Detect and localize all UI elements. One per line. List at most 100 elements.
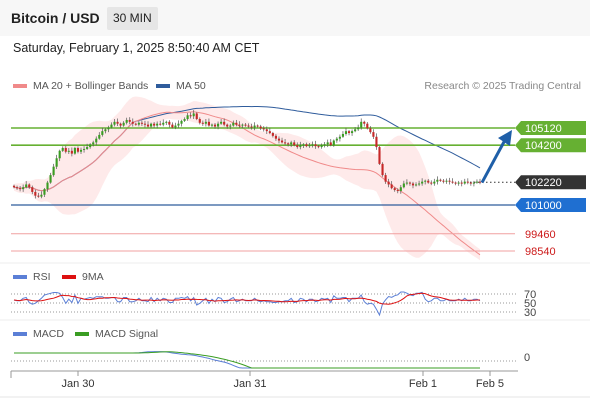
candle-body-89 bbox=[284, 142, 287, 144]
candle-body-132 bbox=[414, 184, 418, 186]
candle-body-79 bbox=[253, 125, 256, 128]
candle-body-151 bbox=[472, 182, 475, 184]
candle-body-19 bbox=[70, 150, 73, 154]
candle-body-47 bbox=[156, 123, 159, 126]
candle-body-113 bbox=[357, 127, 360, 130]
candle-body-4 bbox=[25, 184, 28, 188]
candle-body-49 bbox=[162, 122, 165, 125]
candle-body-7 bbox=[34, 191, 37, 196]
candle-body-63 bbox=[204, 121, 207, 124]
candle-body-95 bbox=[302, 144, 305, 146]
candle-body-140 bbox=[439, 179, 442, 181]
ma20-swatch bbox=[13, 84, 27, 88]
candle-body-72 bbox=[232, 122, 235, 126]
candle-body-37 bbox=[125, 119, 128, 123]
level-label-104200: 104200 bbox=[525, 140, 562, 152]
candle-body-83 bbox=[265, 129, 268, 132]
candle-body-144 bbox=[451, 181, 454, 183]
candle-body-112 bbox=[354, 129, 357, 132]
candle-body-111 bbox=[351, 131, 354, 134]
macd-signal-line bbox=[14, 351, 480, 369]
bollinger-bands bbox=[14, 96, 480, 261]
candle-body-105 bbox=[332, 140, 335, 146]
candle-body-124 bbox=[390, 184, 393, 189]
candle-body-93 bbox=[296, 145, 299, 148]
legend-macd: MACD bbox=[13, 328, 64, 340]
candle-body-42 bbox=[140, 122, 143, 124]
candle-body-70 bbox=[226, 124, 229, 127]
moving-averages bbox=[13, 106, 481, 256]
candle-body-117 bbox=[369, 128, 372, 133]
candle-body-108 bbox=[341, 133, 345, 137]
candle-body-16 bbox=[61, 148, 64, 151]
legend-ma20-label: MA 20 + Bollinger Bands bbox=[33, 80, 149, 92]
candles bbox=[12, 110, 482, 199]
bollinger-band-area bbox=[14, 96, 480, 261]
candle-body-43 bbox=[143, 123, 147, 125]
candle-body-26 bbox=[92, 142, 95, 145]
candle-body-68 bbox=[220, 121, 223, 124]
candle-body-44 bbox=[146, 124, 150, 127]
candle-body-65 bbox=[210, 124, 214, 126]
candle-body-99 bbox=[314, 144, 317, 147]
candle-body-91 bbox=[290, 142, 293, 145]
candle-body-69 bbox=[223, 121, 226, 125]
candle-body-8 bbox=[37, 195, 40, 197]
candle-body-116 bbox=[366, 123, 369, 129]
candle-body-110 bbox=[347, 131, 351, 134]
candle-body-29 bbox=[101, 131, 104, 135]
candle-body-82 bbox=[262, 128, 265, 130]
candle-body-104 bbox=[329, 142, 332, 146]
candle-body-119 bbox=[375, 136, 378, 148]
interval-button[interactable]: 30 MIN bbox=[107, 7, 158, 30]
candle-body-130 bbox=[408, 182, 412, 184]
candle-body-85 bbox=[271, 133, 274, 136]
candle-body-145 bbox=[454, 182, 457, 184]
candle-body-106 bbox=[335, 138, 338, 141]
candle-body-1 bbox=[15, 187, 19, 189]
candle-body-66 bbox=[213, 124, 217, 127]
rsi-tick-30: 30 bbox=[524, 307, 536, 319]
candle-body-53 bbox=[174, 125, 177, 128]
candle-body-58 bbox=[189, 115, 192, 117]
candle-body-18 bbox=[67, 150, 70, 152]
candle-body-23 bbox=[82, 148, 86, 150]
candle-body-61 bbox=[198, 119, 201, 123]
candle-body-38 bbox=[128, 119, 131, 122]
candle-body-48 bbox=[159, 123, 162, 125]
candle-body-32 bbox=[110, 124, 113, 128]
candle-body-94 bbox=[299, 145, 302, 148]
candle-body-56 bbox=[183, 119, 186, 121]
rsi-line bbox=[13, 291, 481, 317]
candle-body-20 bbox=[73, 148, 76, 154]
candle-body-120 bbox=[378, 147, 381, 164]
candle-body-74 bbox=[238, 124, 241, 126]
candle-body-118 bbox=[372, 132, 375, 137]
candle-body-52 bbox=[171, 124, 174, 128]
candle-body-136 bbox=[427, 180, 430, 183]
candle-body-57 bbox=[186, 115, 189, 120]
candle-body-148 bbox=[463, 181, 466, 184]
candle-body-17 bbox=[64, 148, 67, 152]
candle-body-62 bbox=[201, 122, 204, 124]
ma50-swatch bbox=[156, 84, 170, 88]
candle-body-39 bbox=[131, 121, 134, 124]
candle-body-35 bbox=[119, 123, 122, 126]
candle-body-98 bbox=[311, 144, 314, 146]
level-label-98540: 98540 bbox=[525, 246, 556, 258]
candle-body-54 bbox=[177, 123, 180, 126]
rsi-tick-50: 50 bbox=[524, 298, 536, 310]
candle-body-146 bbox=[457, 182, 460, 184]
candle-body-73 bbox=[235, 122, 238, 125]
candle-body-147 bbox=[460, 182, 463, 184]
candle-body-84 bbox=[268, 131, 271, 134]
candle-body-80 bbox=[256, 125, 259, 127]
candle-body-143 bbox=[448, 180, 451, 182]
candle-body-24 bbox=[86, 147, 89, 149]
level-label-102220: 102220 bbox=[525, 177, 562, 189]
candle-body-45 bbox=[149, 123, 153, 127]
price-levels: 105120 104200 102220 101000 99460 98540 bbox=[11, 121, 586, 258]
candle-body-34 bbox=[116, 121, 119, 124]
